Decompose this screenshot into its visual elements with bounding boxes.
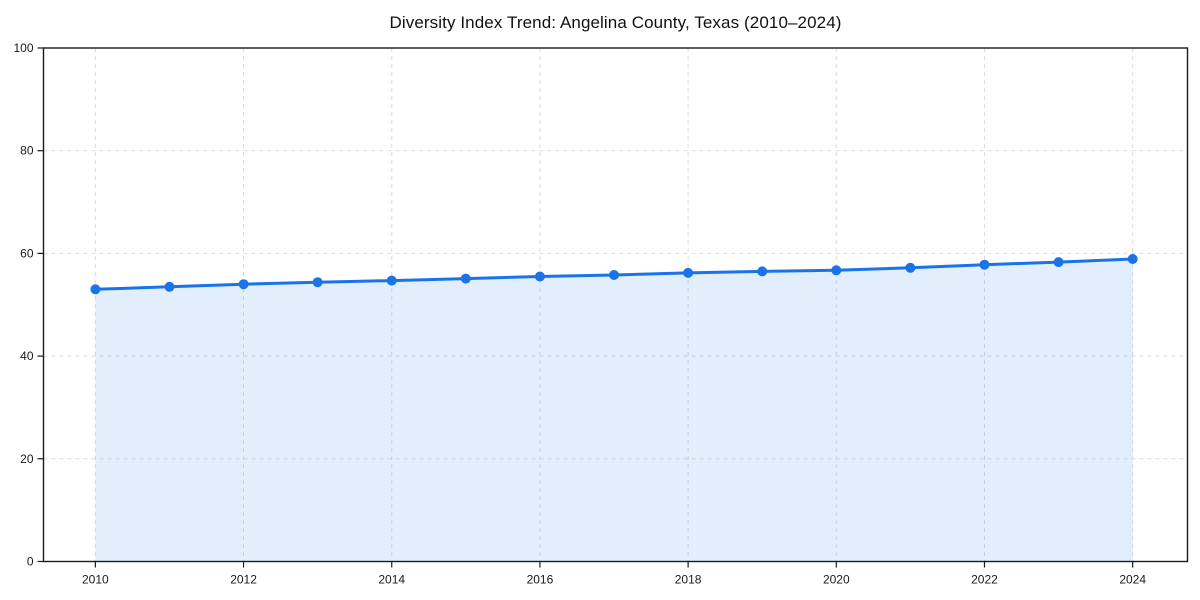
area-fill bbox=[95, 259, 1133, 562]
data-markers bbox=[90, 254, 1138, 295]
chart-title: Diversity Index Trend: Angelina County, … bbox=[389, 13, 842, 32]
y-tick-label: 0 bbox=[27, 555, 34, 569]
y-tick-label: 100 bbox=[13, 41, 33, 55]
data-point bbox=[683, 267, 694, 278]
data-point bbox=[979, 259, 990, 270]
y-tick-label: 40 bbox=[20, 349, 34, 363]
data-point bbox=[1127, 254, 1138, 264]
data-point bbox=[238, 279, 249, 290]
plot-frame bbox=[42, 47, 1189, 563]
data-point bbox=[905, 262, 916, 273]
x-tick-label: 2014 bbox=[378, 573, 405, 587]
data-point bbox=[90, 284, 101, 295]
x-tick-label: 2016 bbox=[527, 573, 554, 587]
data-point bbox=[757, 266, 768, 277]
data-point bbox=[386, 275, 397, 286]
data-point bbox=[831, 265, 842, 276]
data-point bbox=[164, 281, 175, 292]
axes: 0 20 40 60 80 100 2010 2012 2014 2016 2018 2020 2022… bbox=[13, 41, 1146, 587]
x-tick-label: 2024 bbox=[1119, 573, 1146, 587]
data-point bbox=[312, 277, 323, 288]
x-tick-label: 2010 bbox=[82, 573, 109, 587]
y-tick-label: 60 bbox=[20, 246, 34, 260]
grid-lines bbox=[43, 48, 1188, 562]
y-tick-label: 20 bbox=[20, 452, 34, 466]
x-tick-label: 2022 bbox=[971, 573, 998, 587]
x-tick-label: 2020 bbox=[823, 573, 850, 587]
x-tick-label: 2012 bbox=[230, 573, 257, 587]
data-point bbox=[534, 271, 545, 282]
y-tick-label: 80 bbox=[20, 144, 34, 158]
x-tick-label: 2018 bbox=[675, 573, 702, 587]
data-point bbox=[609, 270, 619, 280]
data-point bbox=[1053, 257, 1064, 268]
data-point bbox=[460, 273, 471, 284]
